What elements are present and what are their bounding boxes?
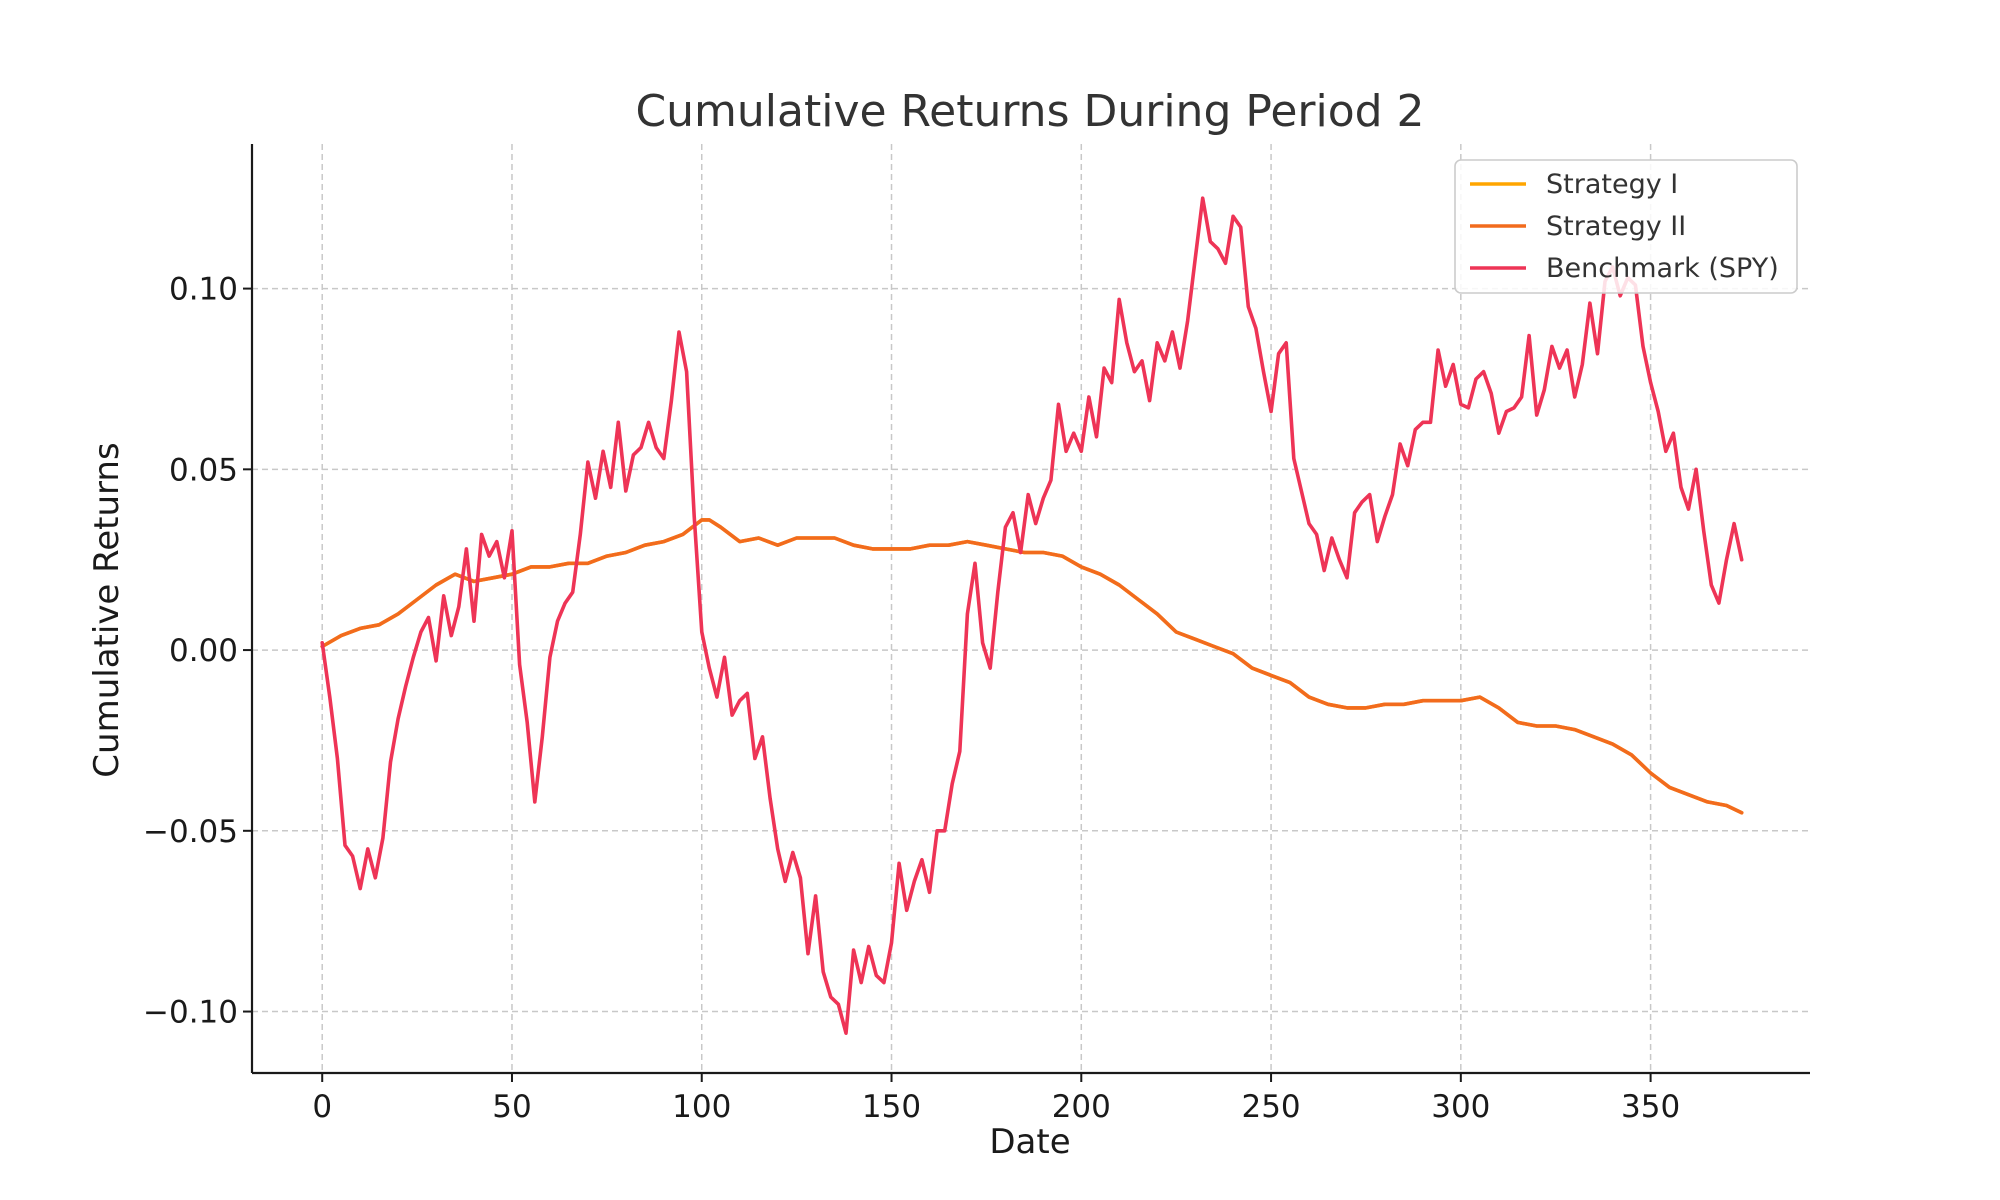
y-axis-label: Cumulative Returns <box>87 442 127 777</box>
x-axis-label: Date <box>989 1122 1070 1162</box>
legend: Strategy I Strategy II Benchmark (SPY) <box>1454 159 1798 294</box>
legend-label-strategy-ii: Strategy II <box>1546 211 1686 242</box>
x-tick-label: 150 <box>862 1089 921 1125</box>
y-tick-label: 0.05 <box>169 452 238 488</box>
x-tick-label: 350 <box>1621 1089 1680 1125</box>
y-tick-label: −0.10 <box>143 995 238 1031</box>
x-tick-label: 300 <box>1431 1089 1490 1125</box>
y-tick-label: −0.05 <box>143 814 238 850</box>
chart-title: Cumulative Returns During Period 2 <box>635 86 1424 137</box>
series-line-benchmark-spy <box>320 196 1744 1035</box>
x-tick-label: 200 <box>1052 1089 1111 1125</box>
x-tick-label: 50 <box>492 1089 531 1125</box>
x-tick-label: 250 <box>1241 1089 1300 1125</box>
y-tick-label: 0.10 <box>169 272 238 308</box>
legend-label-strategy-i: Strategy I <box>1546 169 1678 200</box>
series-lines <box>320 196 1744 1035</box>
y-axis-ticks: 0.10 0.05 0.00 −0.05 −0.10 <box>143 272 252 1031</box>
x-axis-ticks: 0 50 100 150 200 250 300 350 <box>312 1073 1680 1125</box>
legend-box <box>1454 159 1798 294</box>
x-tick-label: 100 <box>672 1089 731 1125</box>
y-tick-label: 0.00 <box>169 633 238 669</box>
legend-label-benchmark-spy: Benchmark (SPY) <box>1546 253 1779 284</box>
legend-items: Strategy I Strategy II Benchmark (SPY) <box>1470 169 1779 284</box>
series-line-strategy-ii <box>320 518 1744 815</box>
x-tick-label: 0 <box>312 1089 332 1125</box>
